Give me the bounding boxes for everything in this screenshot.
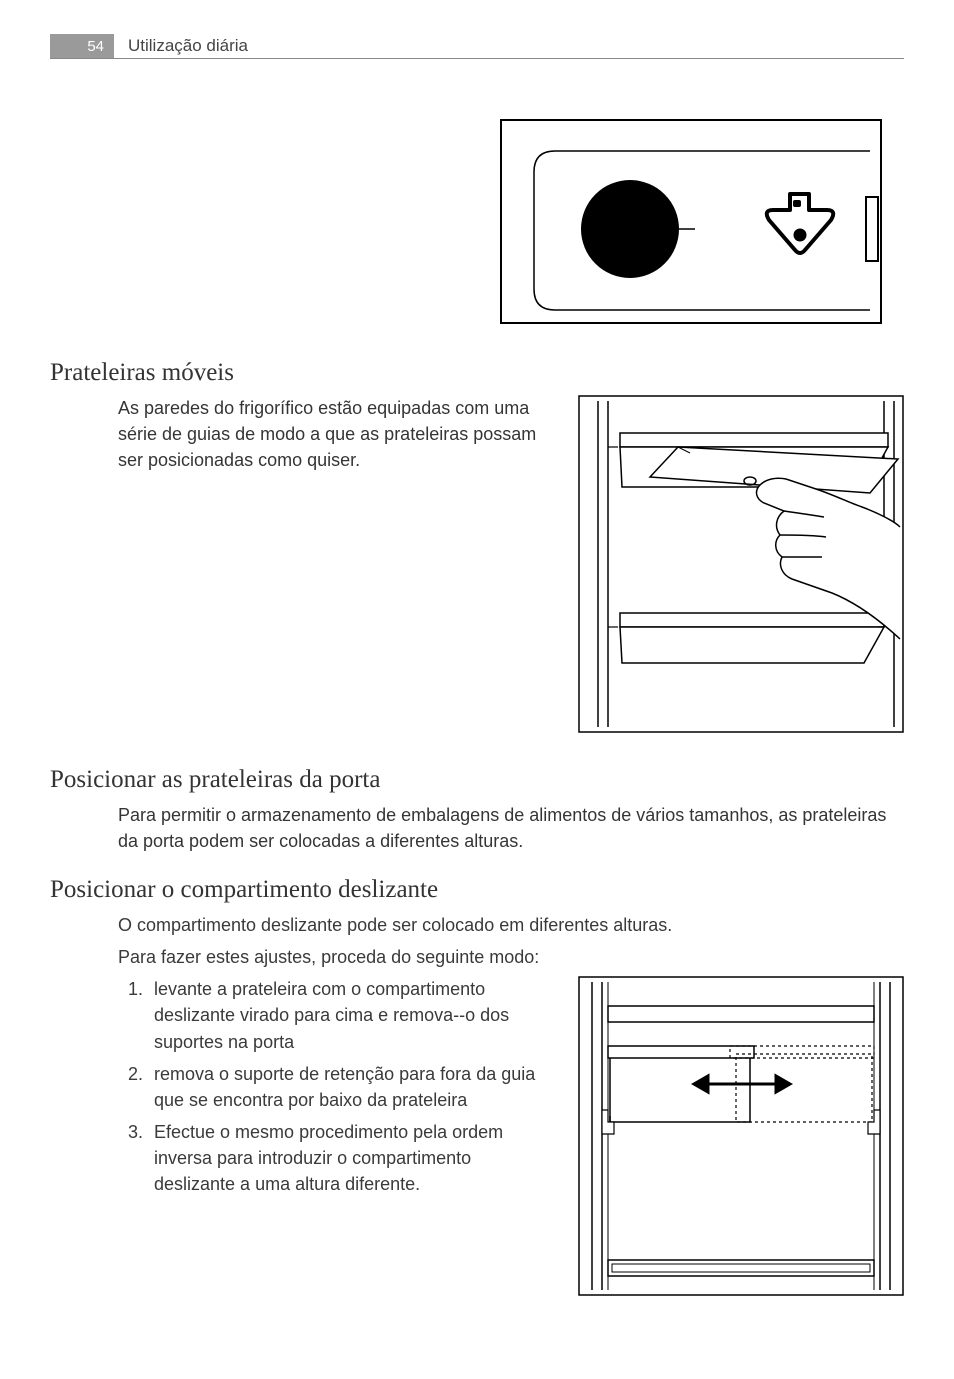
page: 54 Utilização diária Prateleiras móveis … xyxy=(0,0,954,1379)
header-section-name: Utilização diária xyxy=(114,34,248,58)
step-1: levante a prateleira com o compartimento… xyxy=(148,976,550,1054)
sliding-intro-1: O compartimento deslizante pode ser colo… xyxy=(118,912,904,938)
step-2: remova o suporte de retenção para fora d… xyxy=(148,1061,550,1113)
figure-shelves xyxy=(578,395,904,738)
page-number: 54 xyxy=(50,34,114,58)
steps-list: levante a prateleira com o compartimento… xyxy=(118,976,550,1197)
paragraph-movable-shelves: As paredes do frigorífico estão equipada… xyxy=(118,395,550,473)
paragraph-door-shelves: Para permitir o armazenamento de embalag… xyxy=(118,802,904,854)
page-header: 54 Utilização diária xyxy=(50,34,904,59)
heading-sliding-box: Posicionar o compartimento deslizante xyxy=(50,876,904,904)
sliding-intro-2: Para fazer estes ajustes, proceda do seg… xyxy=(118,944,904,970)
heading-door-shelves: Posicionar as prateleiras da porta xyxy=(50,766,904,794)
figure-sliding-box xyxy=(578,976,904,1301)
heading-movable-shelves: Prateleiras móveis xyxy=(50,359,904,387)
figure-control-panel xyxy=(500,119,904,329)
step-3: Efectue o mesmo procedimento pela ordem … xyxy=(148,1119,550,1197)
